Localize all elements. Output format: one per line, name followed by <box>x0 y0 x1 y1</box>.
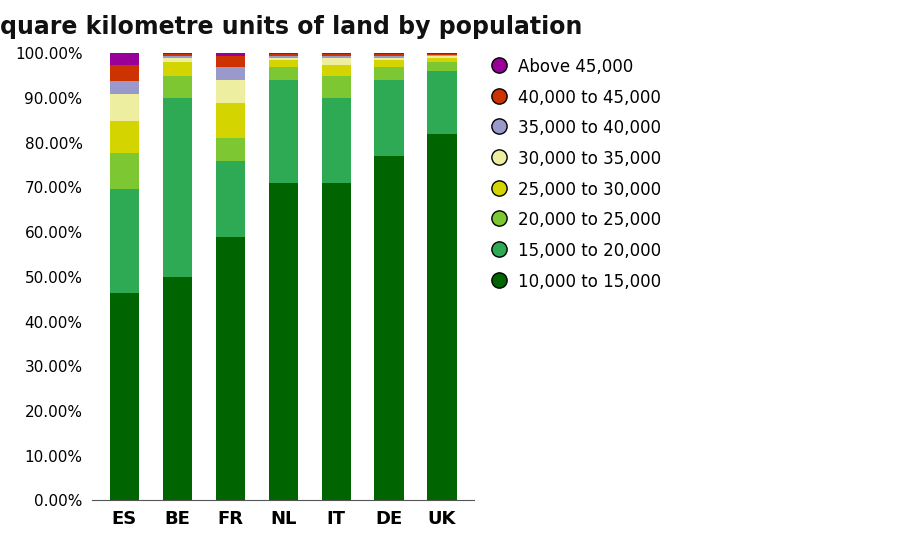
Bar <box>321 183 351 500</box>
Bar <box>321 54 351 56</box>
Bar <box>163 62 192 76</box>
Bar <box>268 183 298 500</box>
Bar <box>110 53 139 65</box>
Bar <box>163 277 192 500</box>
Bar <box>163 98 192 277</box>
Bar <box>163 58 192 62</box>
Bar <box>268 58 298 60</box>
Bar <box>374 53 403 54</box>
Bar <box>110 153 139 189</box>
Bar <box>428 58 456 62</box>
Bar <box>374 67 403 80</box>
Legend: Above 45,000, 40,000 to 45,000, 35,000 to 40,000, 30,000 to 35,000, 25,000 to 30: Above 45,000, 40,000 to 45,000, 35,000 t… <box>486 53 666 296</box>
Bar <box>216 138 245 161</box>
Bar <box>374 156 403 500</box>
Bar <box>216 103 245 138</box>
Bar <box>428 56 456 58</box>
Bar <box>110 65 139 80</box>
Bar <box>163 76 192 98</box>
Bar <box>268 54 298 56</box>
Bar <box>268 60 298 67</box>
Bar <box>216 237 245 500</box>
Bar <box>216 161 245 237</box>
Bar <box>428 134 456 500</box>
Bar <box>110 121 139 153</box>
Bar <box>268 80 298 183</box>
Bar <box>110 94 139 121</box>
Bar <box>163 54 192 56</box>
Title: Square kilometre units of land by population: Square kilometre units of land by popula… <box>0 15 583 39</box>
Bar <box>321 58 351 65</box>
Bar <box>374 58 403 60</box>
Bar <box>110 80 139 94</box>
Bar <box>110 293 139 500</box>
Bar <box>216 80 245 103</box>
Bar <box>268 67 298 80</box>
Bar <box>216 53 245 56</box>
Bar <box>374 80 403 156</box>
Bar <box>321 56 351 58</box>
Bar <box>268 56 298 58</box>
Bar <box>374 54 403 56</box>
Bar <box>321 98 351 183</box>
Bar <box>428 55 456 56</box>
Bar <box>374 60 403 67</box>
Bar <box>216 67 245 80</box>
Bar <box>163 53 192 54</box>
Bar <box>321 65 351 76</box>
Bar <box>110 189 139 293</box>
Bar <box>374 56 403 58</box>
Bar <box>163 56 192 58</box>
Bar <box>428 54 456 55</box>
Bar <box>321 76 351 98</box>
Bar <box>268 53 298 54</box>
Bar <box>428 62 456 71</box>
Bar <box>216 56 245 67</box>
Bar <box>321 53 351 54</box>
Bar <box>428 71 456 134</box>
